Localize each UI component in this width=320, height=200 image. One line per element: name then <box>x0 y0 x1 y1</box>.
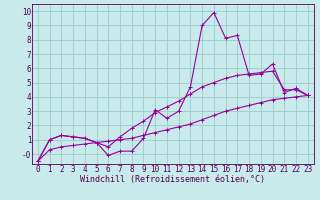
X-axis label: Windchill (Refroidissement éolien,°C): Windchill (Refroidissement éolien,°C) <box>80 175 265 184</box>
